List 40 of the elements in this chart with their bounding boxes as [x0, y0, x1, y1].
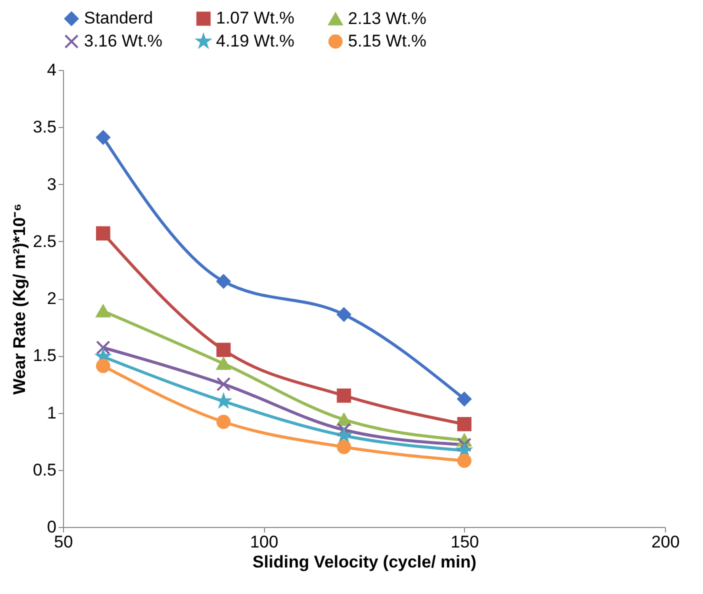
x-tick-label: 150 [450, 532, 480, 552]
point [336, 307, 352, 322]
legend-label: 1.07 Wt.% [216, 8, 294, 28]
point [216, 377, 231, 392]
point [337, 428, 351, 442]
y-tick-label: 0 [47, 518, 56, 536]
y-tick-label: 4 [47, 60, 56, 80]
y-tick-label: 0.5 [32, 460, 56, 480]
point [336, 422, 352, 438]
point [336, 440, 352, 454]
y-tick-label: 3.5 [32, 118, 56, 137]
point [96, 358, 110, 374]
point [457, 392, 472, 406]
y-tick-label: 2.5 [32, 232, 56, 251]
point [216, 274, 231, 288]
y-tick-label: 2 [47, 289, 56, 308]
x-tick-label: 50 [54, 532, 73, 552]
y-tick-label: 3 [47, 174, 56, 194]
point [96, 340, 110, 355]
point [457, 454, 472, 468]
point [96, 226, 110, 240]
legend-label: 5.15 Wt.% [348, 32, 426, 50]
x-tick-label: 200 [651, 532, 680, 552]
point [336, 388, 352, 403]
y-tick-label: 1.5 [32, 346, 56, 366]
legend-label: 4.19 Wt.% [216, 32, 294, 50]
point [216, 357, 231, 370]
legend-label: 3.16 Wt.% [84, 32, 162, 50]
point [96, 304, 110, 318]
point [216, 414, 231, 429]
point [336, 413, 352, 426]
point [216, 342, 231, 358]
point [457, 417, 472, 432]
y-tick-label: 1 [47, 403, 56, 422]
x-tick-label: 100 [250, 532, 278, 552]
legend-label: Standerd [84, 8, 153, 28]
x-axis-title: Sliding Velocity (cycle/ min) [252, 552, 476, 572]
point [96, 130, 110, 145]
y-axis-title: Wear Rate (Kg/ m²)*10⁻⁶ [10, 203, 29, 395]
legend-label: 2.13 Wt.% [348, 9, 426, 28]
